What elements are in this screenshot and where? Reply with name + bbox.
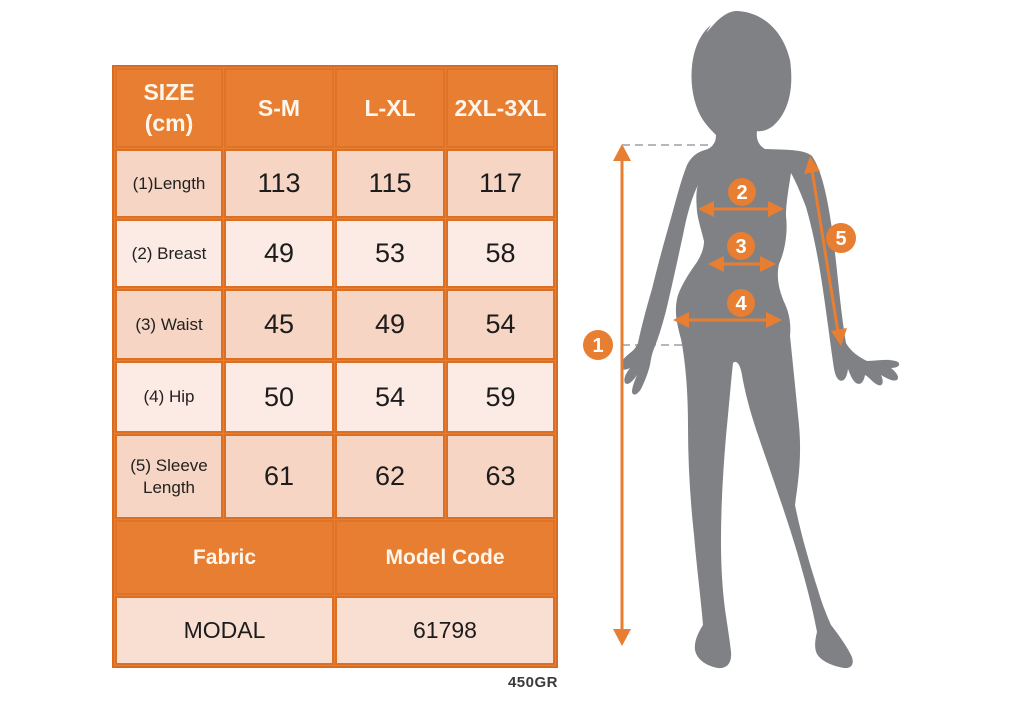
model-code-value: 61798 xyxy=(337,598,553,663)
measure-badge-1: 1 xyxy=(583,330,613,360)
row-label-length: (1)Length xyxy=(117,151,221,216)
cell-value: 113 xyxy=(226,151,332,216)
measure-badge-4: 4 xyxy=(727,289,755,317)
column-header-l-xl: L-XL xyxy=(337,70,443,146)
measure-badge-5: 5 xyxy=(826,223,856,253)
row-label-breast: (2) Breast xyxy=(117,221,221,286)
cell-value: 49 xyxy=(226,221,332,286)
model-code-header: Model Code xyxy=(337,522,553,593)
row-label-hip: (4) Hip xyxy=(117,363,221,431)
cell-value: 117 xyxy=(448,151,553,216)
cell-value: 63 xyxy=(448,436,553,517)
svg-text:3: 3 xyxy=(735,236,746,258)
svg-text:4: 4 xyxy=(735,293,747,315)
svg-text:2: 2 xyxy=(736,182,747,204)
size-header-line2: (cm) xyxy=(144,110,194,136)
length-arrow xyxy=(613,144,631,646)
size-chart-table: SIZE (cm) S-M L-XL 2XL-3XL (1)Length 113… xyxy=(112,65,558,668)
weight-note: 450GR xyxy=(507,674,558,691)
cell-value: 53 xyxy=(337,221,443,286)
cell-value: 54 xyxy=(337,363,443,431)
svg-text:5: 5 xyxy=(835,228,846,250)
measurement-diagram: 1 2 3 4 5 xyxy=(583,11,900,669)
column-header-s-m: S-M xyxy=(226,70,332,146)
cell-value: 62 xyxy=(337,436,443,517)
row-label-waist: (3) Waist xyxy=(117,291,221,358)
fabric-header: Fabric xyxy=(117,522,332,593)
breast-arrow xyxy=(698,201,784,217)
size-unit-header-cell: SIZE (cm) xyxy=(117,70,221,146)
cell-value: 115 xyxy=(337,151,443,216)
cell-value: 50 xyxy=(226,363,332,431)
cell-value: 49 xyxy=(337,291,443,358)
sleeve-arrow xyxy=(804,156,847,346)
svg-text:1: 1 xyxy=(592,335,603,357)
column-header-2xl-3xl: 2XL-3XL xyxy=(448,70,553,146)
cell-value: 59 xyxy=(448,363,553,431)
female-body-silhouette xyxy=(621,11,900,669)
measure-badge-2: 2 xyxy=(728,178,756,206)
cell-value: 58 xyxy=(448,221,553,286)
fabric-value: MODAL xyxy=(117,598,332,663)
hip-arrow xyxy=(673,312,782,328)
cell-value: 45 xyxy=(226,291,332,358)
waist-arrow xyxy=(708,256,776,272)
row-label-sleeve-length: (5) Sleeve Length xyxy=(117,436,221,517)
cell-value: 61 xyxy=(226,436,332,517)
cell-value: 54 xyxy=(448,291,553,358)
measure-badge-3: 3 xyxy=(727,232,755,260)
size-header-line1: SIZE xyxy=(143,78,195,105)
